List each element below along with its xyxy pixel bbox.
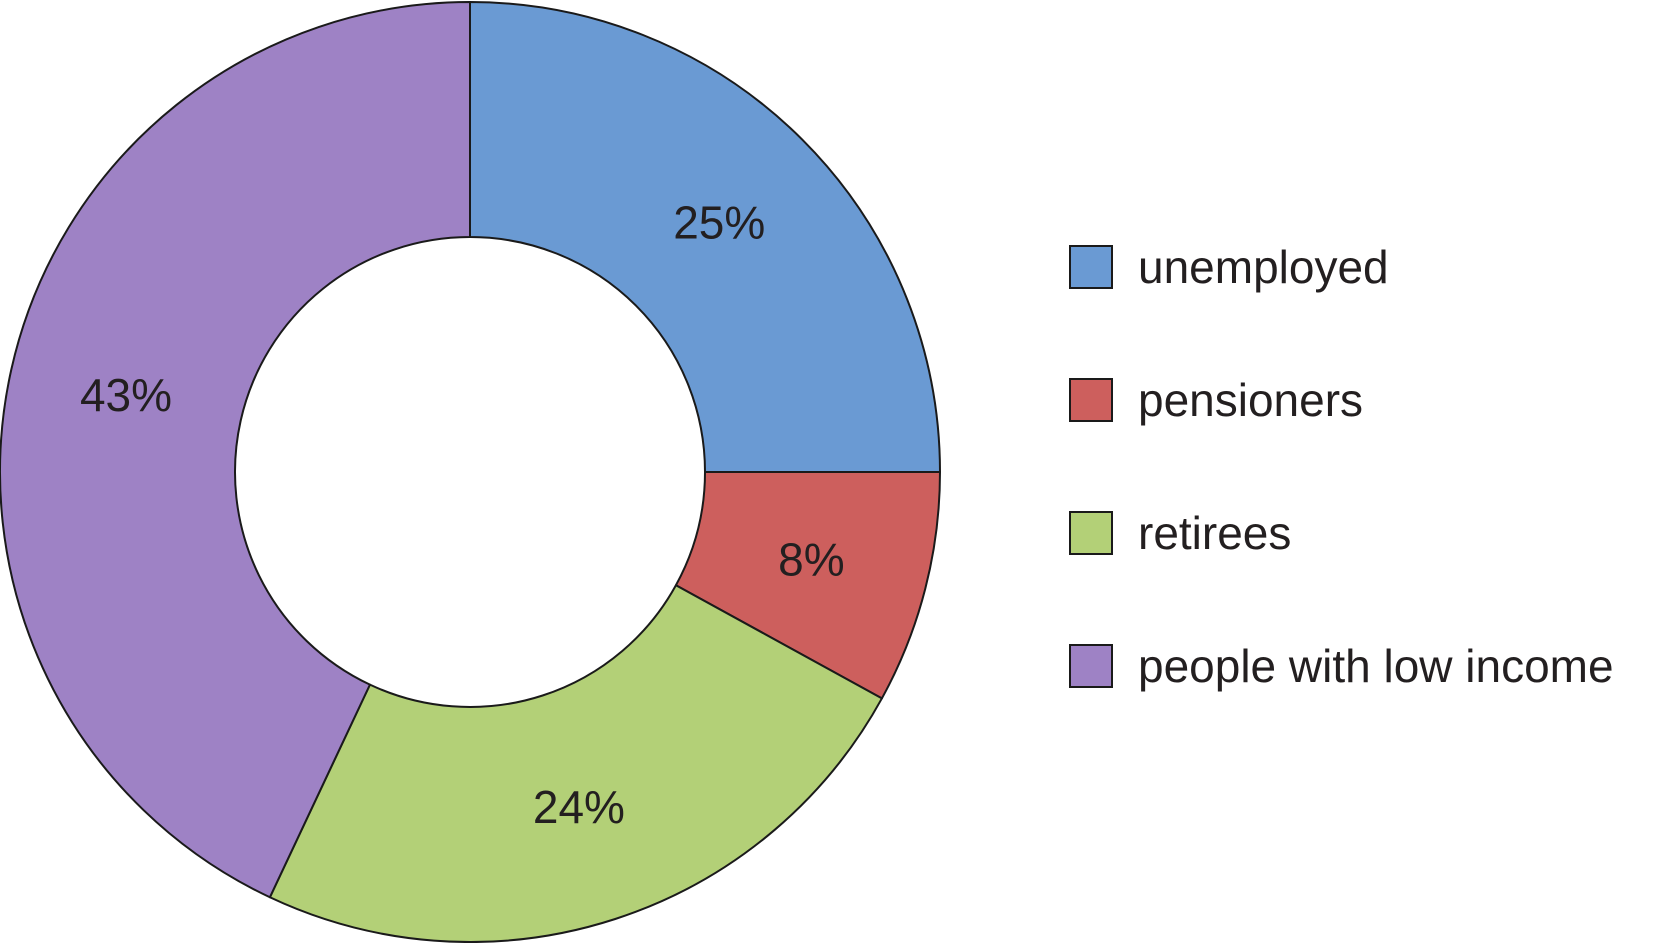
slice-unemployed: [469, 1, 941, 473]
legend-label-pensioners: pensioners: [1138, 374, 1363, 426]
legend-label-unemployed: unemployed: [1138, 241, 1389, 293]
legend-swatch-people-with-low-income: [1069, 644, 1113, 688]
legend-swatch-unemployed: [1069, 245, 1113, 289]
legend-item-retirees: retirees: [1069, 507, 1291, 559]
legend-label-retirees: retirees: [1138, 507, 1291, 559]
legend: unemployed pensioners retirees people with …: [1069, 241, 1614, 692]
percent-label-people-with-low-income: 43%: [80, 369, 172, 421]
percent-labels-group: 25% 8% 24% 43%: [80, 197, 845, 834]
legend-item-unemployed: unemployed: [1069, 241, 1389, 293]
percent-label-unemployed: 25%: [673, 197, 765, 249]
legend-swatch-pensioners: [1069, 378, 1113, 422]
legend-item-people-with-low-income: people with low income: [1069, 640, 1614, 692]
legend-label-people-with-low-income: people with low income: [1138, 640, 1614, 692]
legend-item-pensioners: pensioners: [1069, 374, 1363, 426]
slice-retirees: [268, 584, 883, 943]
legend-swatch-retirees: [1069, 511, 1113, 555]
percent-label-retirees: 24%: [533, 781, 625, 833]
percent-label-pensioners: 8%: [778, 534, 844, 586]
slices-group: [0, 1, 941, 943]
slice-people-with-low-income: [0, 1, 471, 899]
